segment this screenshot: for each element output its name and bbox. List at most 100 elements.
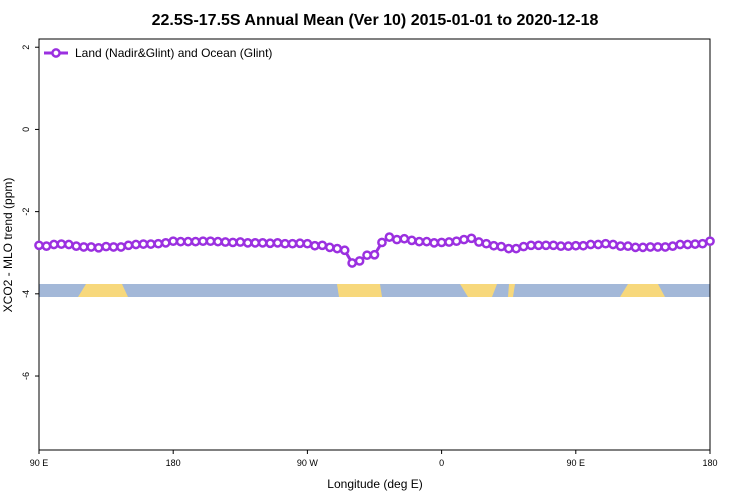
- data-point: [227, 237, 238, 248]
- data-point: [56, 239, 67, 249]
- data-point: [496, 241, 507, 252]
- data-point: [347, 258, 357, 268]
- data-point: [101, 241, 111, 252]
- data-point: [250, 238, 261, 248]
- data-point: [548, 240, 559, 251]
- data-point: [623, 241, 633, 251]
- data-point: [436, 237, 447, 248]
- data-point: [41, 241, 52, 251]
- data-point: [690, 239, 700, 249]
- data-point: [86, 242, 97, 252]
- data-point: [116, 242, 126, 252]
- y-tick-label: -6: [21, 372, 31, 380]
- data-point: [406, 235, 417, 246]
- data-point: [123, 240, 134, 251]
- data-point: [630, 242, 641, 253]
- data-point: [78, 242, 89, 252]
- data-point: [108, 242, 119, 252]
- data-point: [272, 238, 283, 248]
- data-point: [324, 242, 335, 253]
- data-point: [145, 239, 156, 249]
- data-point: [615, 241, 626, 251]
- y-axis-label: XCO2 - MLO trend (ppm): [1, 178, 15, 313]
- data-point: [675, 239, 686, 250]
- data-point: [63, 239, 74, 250]
- x-tick-label: 180: [702, 458, 717, 468]
- data-point: [265, 238, 275, 249]
- data-point: [660, 242, 671, 252]
- data-point: [578, 240, 589, 251]
- data-point: [600, 238, 611, 249]
- data-point: [131, 239, 141, 250]
- data-point: [153, 238, 164, 249]
- x-axis-label: Longitude (deg E): [327, 477, 422, 491]
- x-tick-label: 90 E: [567, 458, 586, 468]
- data-point: [93, 242, 104, 253]
- data-point: [392, 234, 402, 245]
- data-point: [511, 243, 522, 254]
- x-tick-label: 90 W: [297, 458, 319, 468]
- data-point: [310, 240, 320, 251]
- data-point: [563, 241, 574, 251]
- land-band: [78, 284, 128, 297]
- data-point: [705, 236, 715, 247]
- y-tick-label: -4: [21, 290, 31, 298]
- data-point: [570, 240, 581, 251]
- data-point: [541, 240, 551, 251]
- data-point: [362, 250, 372, 261]
- data-point: [481, 238, 492, 249]
- legend-marker: [51, 48, 61, 58]
- data-point: [451, 236, 462, 247]
- data-point: [354, 256, 365, 266]
- data-point: [488, 240, 499, 251]
- data-point: [242, 238, 253, 248]
- data-point: [682, 239, 693, 250]
- data-point: [235, 237, 246, 247]
- data-point: [384, 232, 395, 242]
- data-point: [332, 243, 343, 254]
- land-band: [508, 284, 515, 297]
- legend-label: Land (Nadir&Glint) and Ocean (Glint): [75, 46, 272, 60]
- data-point: [399, 233, 410, 244]
- data-point: [257, 238, 268, 248]
- data-point: [339, 245, 350, 256]
- data-point: [429, 238, 439, 248]
- data-point: [175, 236, 186, 247]
- data-point: [198, 236, 208, 247]
- data-point: [160, 238, 171, 248]
- data-point: [645, 242, 656, 252]
- y-tick-label: 0: [21, 127, 31, 132]
- y-tick-label: 2: [21, 45, 31, 50]
- data-point: [190, 236, 201, 247]
- x-tick-label: 0: [439, 458, 444, 468]
- data-point: [295, 238, 305, 249]
- data-point: [533, 240, 544, 251]
- data-point: [638, 242, 648, 253]
- data-point: [49, 239, 59, 250]
- data-point: [34, 240, 44, 251]
- data-point: [71, 241, 82, 251]
- x-tick-label: 90 E: [30, 458, 49, 468]
- data-point: [593, 239, 604, 250]
- data-point: [302, 238, 313, 249]
- data-point: [556, 241, 566, 251]
- data-point: [667, 241, 678, 251]
- land-band: [620, 284, 665, 297]
- data-point: [466, 233, 477, 244]
- data-point: [652, 242, 663, 252]
- data-point: [697, 238, 708, 249]
- data-point: [459, 234, 469, 245]
- x-tick-label: 180: [166, 458, 181, 468]
- data-point: [168, 236, 179, 247]
- data-point: [585, 239, 596, 250]
- data-point: [526, 240, 536, 251]
- data-point: [317, 240, 328, 251]
- data-point: [503, 243, 514, 254]
- data-point: [518, 241, 529, 252]
- data-point: [205, 236, 216, 247]
- data-point: [369, 249, 380, 260]
- data-point: [220, 237, 231, 247]
- y-tick-label: -2: [21, 208, 31, 216]
- land-band: [460, 284, 497, 297]
